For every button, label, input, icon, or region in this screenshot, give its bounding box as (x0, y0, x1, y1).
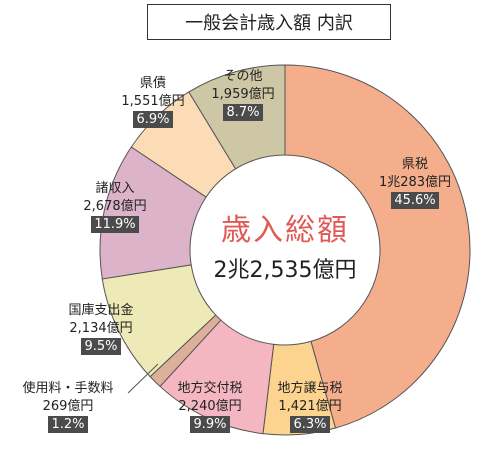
slice-amount: 1,959億円 (211, 87, 275, 102)
slice-amount: 2,240億円 (178, 399, 242, 414)
slice-name: 使用料・手数料 (22, 381, 114, 396)
center-total: 2兆2,535億円 (213, 258, 357, 283)
slice-percent: 9.9% (190, 416, 230, 433)
slice-amount: 269億円 (42, 399, 94, 414)
slice-name: 地方譲与税 (277, 381, 343, 396)
slice-name: 県債 (139, 76, 166, 91)
slice-label-kensai: 県債 1,551億円 6.9% (98, 75, 208, 129)
pie-slice-0 (284, 64, 471, 429)
slice-name: その他 (223, 69, 263, 84)
slice-label-shiyoryo: 使用料・手数料 269億円 1.2% (8, 380, 128, 434)
slice-percent: 6.9% (133, 111, 173, 128)
slice-label-shoshunyu: 諸収入 2,678億円 11.9% (60, 180, 170, 234)
slice-percent: 1.2% (48, 416, 88, 433)
leader-lines (127, 363, 159, 394)
center-label: 歳入総額 (221, 213, 349, 248)
slice-amount: 2,678億円 (83, 199, 147, 214)
slice-amount: 1,551億円 (121, 94, 185, 109)
leader-line-shiyoryo (127, 363, 159, 394)
slice-label-chiho-kofuzei: 地方交付税 2,240億円 9.9% (155, 380, 265, 434)
slice-percent: 11.9% (91, 216, 139, 233)
slice-name: 地方交付税 (177, 381, 243, 396)
slice-name: 県税 (401, 157, 428, 172)
slice-percent: 6.3% (290, 416, 330, 433)
slice-label-chiho-joyozei: 地方譲与税 1,421億円 6.3% (255, 380, 365, 434)
chart-title: 一般会計歳入額 内訳 (147, 4, 391, 40)
slice-amount: 2,134億円 (69, 321, 133, 336)
slice-label-kokko-shishutsukin: 国庫支出金 2,134億円 9.5% (46, 302, 156, 356)
slice-name: 国庫支出金 (68, 303, 134, 318)
slice-name: 諸収入 (95, 181, 135, 196)
slice-percent: 8.7% (223, 104, 263, 121)
slice-percent: 45.6% (391, 192, 439, 209)
slice-label-kenzei: 県税 1兆283億円 45.6% (360, 156, 470, 210)
slice-amount: 1兆283億円 (378, 175, 452, 190)
slice-amount: 1,421億円 (278, 399, 342, 414)
slice-label-sonota: その他 1,959億円 8.7% (188, 68, 298, 122)
slice-percent: 9.5% (81, 338, 121, 355)
